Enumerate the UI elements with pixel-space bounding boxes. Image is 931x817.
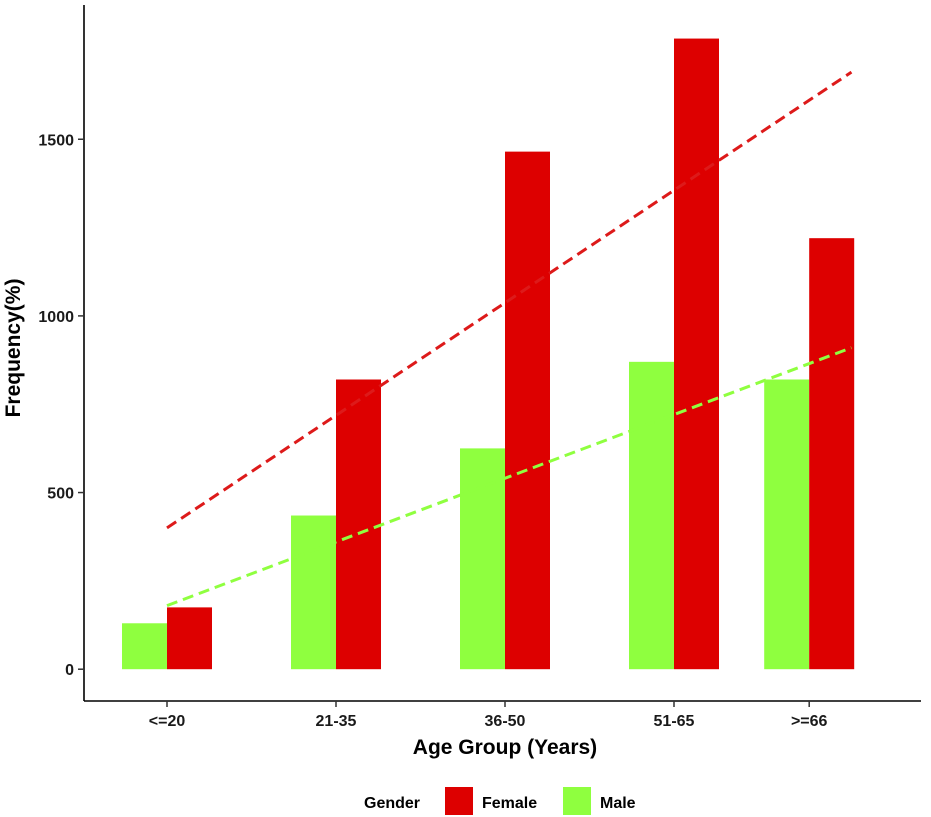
legend-swatch-male <box>563 787 591 815</box>
y-tick-label: 1500 <box>38 132 74 149</box>
bar-male-2 <box>291 515 336 670</box>
bar-male-1 <box>122 623 167 670</box>
x-tick-label: 36-50 <box>485 713 526 730</box>
female-trend-line <box>166 70 853 530</box>
y-axis-title: Frequency(%) <box>2 279 25 418</box>
bar-male-4 <box>629 361 674 670</box>
bar-male-3 <box>460 448 505 670</box>
axes-group <box>83 5 921 702</box>
x-ticks-group: <=20 21-35 36-50 51-65 >=66 <box>149 701 828 730</box>
x-tick-label: >=66 <box>791 713 828 730</box>
legend: Gender Female Male <box>364 787 636 815</box>
legend-swatch-female <box>445 787 473 815</box>
bar-male-5 <box>764 379 810 670</box>
legend-title: Gender <box>364 795 420 812</box>
x-tick-label: 21-35 <box>316 713 357 730</box>
bar-female-5 <box>809 238 855 670</box>
y-tick-label: 0 <box>65 662 74 679</box>
x-tick-label: 51-65 <box>654 713 695 730</box>
x-tick-label: <=20 <box>149 713 186 730</box>
legend-label-male: Male <box>600 795 636 812</box>
y-tick-label: 500 <box>47 486 74 503</box>
bar-female-2 <box>336 379 381 670</box>
bar-female-4 <box>674 38 719 670</box>
bars-group <box>122 38 855 670</box>
y-ticks-group: 0 500 1000 1500 <box>38 132 84 679</box>
male-trend-line <box>166 346 852 608</box>
trend-lines-group <box>166 70 853 608</box>
y-tick-label: 1000 <box>38 309 74 326</box>
bar-female-1 <box>167 607 212 670</box>
x-axis-title: Age Group (Years) <box>413 736 597 759</box>
legend-label-female: Female <box>482 795 537 812</box>
bar-female-3 <box>505 151 550 670</box>
